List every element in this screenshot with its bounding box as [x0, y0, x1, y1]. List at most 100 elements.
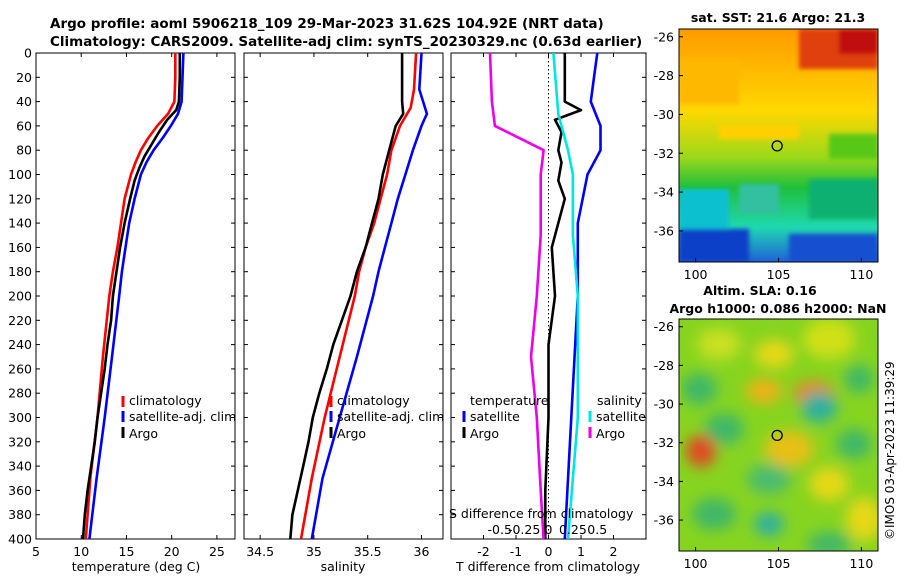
- depth-tick-label: 80: [16, 143, 32, 158]
- s-tick-label: 0: [545, 522, 553, 537]
- depth-tick-label: 260: [8, 361, 32, 376]
- map-y-tick-label: -26: [654, 319, 674, 334]
- temperature-xlabel: temperature (deg C): [72, 559, 201, 574]
- map-y-tick-label: -28: [654, 68, 674, 83]
- x-tick-label: -2: [477, 544, 489, 559]
- difference-legend-t: temperature satellite Argo: [462, 393, 549, 441]
- series-line-s-argo: [488, 53, 545, 539]
- map-y-tick-label: -28: [654, 358, 674, 373]
- depth-tick-label: 0: [24, 46, 32, 61]
- s-tick-label: -0.25: [508, 522, 540, 537]
- sla-map: [678, 318, 879, 552]
- salinity-axes: [243, 52, 444, 540]
- depth-tick-label: 160: [8, 240, 32, 255]
- series-line-argo: [289, 53, 405, 539]
- legend-t-argo: Argo: [470, 426, 499, 441]
- s-difference-label: S difference from climatology: [449, 506, 634, 521]
- depth-tick-label: 220: [8, 313, 32, 328]
- map-y-tick-label: -36: [654, 223, 674, 238]
- map-y-tick-label: -36: [654, 513, 674, 528]
- map-x-tick-label: 110: [849, 556, 873, 571]
- sla-map-title-line1: Altim. SLA: 0.16: [703, 283, 817, 298]
- temperature-axes: [35, 52, 236, 540]
- x-tick-label: 36: [414, 544, 430, 559]
- depth-tick-label: 40: [16, 94, 32, 109]
- depth-tick-label: 180: [8, 264, 32, 279]
- credit-text: ©IMOS 03-Apr-2023 11:39:29: [883, 361, 897, 540]
- difference-legend-s: salinity satellite Argo: [588, 393, 646, 441]
- x-tick-label: 5: [32, 544, 40, 559]
- series-line-t-satellite: [563, 53, 602, 539]
- depth-tick-label: 20: [16, 70, 32, 85]
- map-y-tick-label: -32: [654, 435, 674, 450]
- legend-climatology: climatology: [337, 393, 410, 408]
- series-line-s-satellite: [552, 53, 580, 539]
- sla-float-position-marker: [771, 429, 783, 442]
- x-tick-label: -1: [510, 544, 522, 559]
- map-x-tick-label: 100: [684, 556, 708, 571]
- legend-s-satellite: satellite: [596, 409, 646, 424]
- sla-map-title-line2: Argo h1000: 0.086 h2000: NaN: [669, 301, 886, 316]
- s-tick-label: 0.25: [559, 522, 587, 537]
- figure-title-line2: Climatology: CARS2009. Satellite-adj cli…: [50, 34, 642, 50]
- depth-tick-label: 380: [8, 507, 32, 522]
- x-tick-label: 20: [164, 544, 180, 559]
- legend-salinity: salinity: [597, 393, 642, 408]
- difference-xlabel: T difference from climatology: [455, 559, 641, 574]
- depth-tick-label: 280: [8, 386, 32, 401]
- s-tick-label: -0.5: [488, 522, 512, 537]
- sst-map: [678, 28, 879, 263]
- depth-tick-label: 300: [8, 410, 32, 425]
- salinity-legend: climatology satellite-adj. clim Argo: [329, 393, 444, 441]
- series-line-satellite-adj-clim: [310, 53, 429, 539]
- sst-float-position-marker: [771, 140, 783, 152]
- depth-tick-label: 60: [16, 118, 32, 133]
- x-tick-label: 25: [209, 544, 225, 559]
- map-y-tick-label: -34: [654, 474, 674, 489]
- legend-temperature: temperature: [470, 393, 549, 408]
- legend-argo: Argo: [129, 426, 158, 441]
- x-tick-label: 15: [119, 544, 135, 559]
- x-tick-label: 2: [610, 544, 618, 559]
- figure-title-line1: Argo profile: aoml 5906218_109 29-Mar-20…: [50, 16, 604, 32]
- depth-tick-label: 400: [8, 532, 32, 547]
- legend-satellite: satellite-adj. clim: [337, 409, 444, 424]
- map-y-tick-label: -26: [654, 29, 674, 44]
- legend-climatology: climatology: [129, 393, 202, 408]
- map-y-tick-label: -30: [654, 107, 674, 122]
- map-x-tick-label: 110: [849, 267, 873, 282]
- depth-tick-label: 320: [8, 434, 32, 449]
- depth-tick-label: 140: [8, 216, 32, 231]
- x-tick-label: 10: [73, 544, 89, 559]
- depth-tick-label: 240: [8, 337, 32, 352]
- series-line-t-argo: [543, 53, 583, 539]
- temperature-legend: climatology satellite-adj. clim Argo: [121, 393, 236, 441]
- series-line-climatology: [84, 53, 177, 539]
- map-x-tick-label: 105: [767, 267, 791, 282]
- map-y-tick-label: -34: [654, 185, 674, 200]
- x-tick-label: 35.5: [354, 544, 382, 559]
- sst-map-title: sat. SST: 21.6 Argo: 21.3: [691, 10, 865, 25]
- map-x-tick-label: 100: [684, 267, 708, 282]
- x-tick-label: 0: [545, 544, 553, 559]
- map-x-tick-label: 105: [767, 556, 791, 571]
- map-y-tick-label: -30: [654, 397, 674, 412]
- legend-t-satellite: satellite: [470, 409, 520, 424]
- depth-tick-label: 100: [8, 167, 32, 182]
- s-tick-label: 0.5: [587, 522, 607, 537]
- legend-s-argo: Argo: [596, 426, 625, 441]
- map-y-tick-label: -32: [654, 146, 674, 161]
- x-tick-label: 35: [306, 544, 322, 559]
- series-line-satellite-adj-clim: [88, 53, 185, 539]
- depth-tick-label: 200: [8, 289, 32, 304]
- salinity-xlabel: salinity: [321, 559, 366, 574]
- depth-tick-label: 340: [8, 459, 32, 474]
- depth-tick-label: 360: [8, 483, 32, 498]
- legend-argo: Argo: [337, 426, 366, 441]
- legend-satellite: satellite-adj. clim: [129, 409, 236, 424]
- depth-tick-label: 120: [8, 191, 32, 206]
- x-tick-label: 1: [577, 544, 585, 559]
- x-tick-label: 34.5: [246, 544, 274, 559]
- series-line-argo: [81, 53, 182, 539]
